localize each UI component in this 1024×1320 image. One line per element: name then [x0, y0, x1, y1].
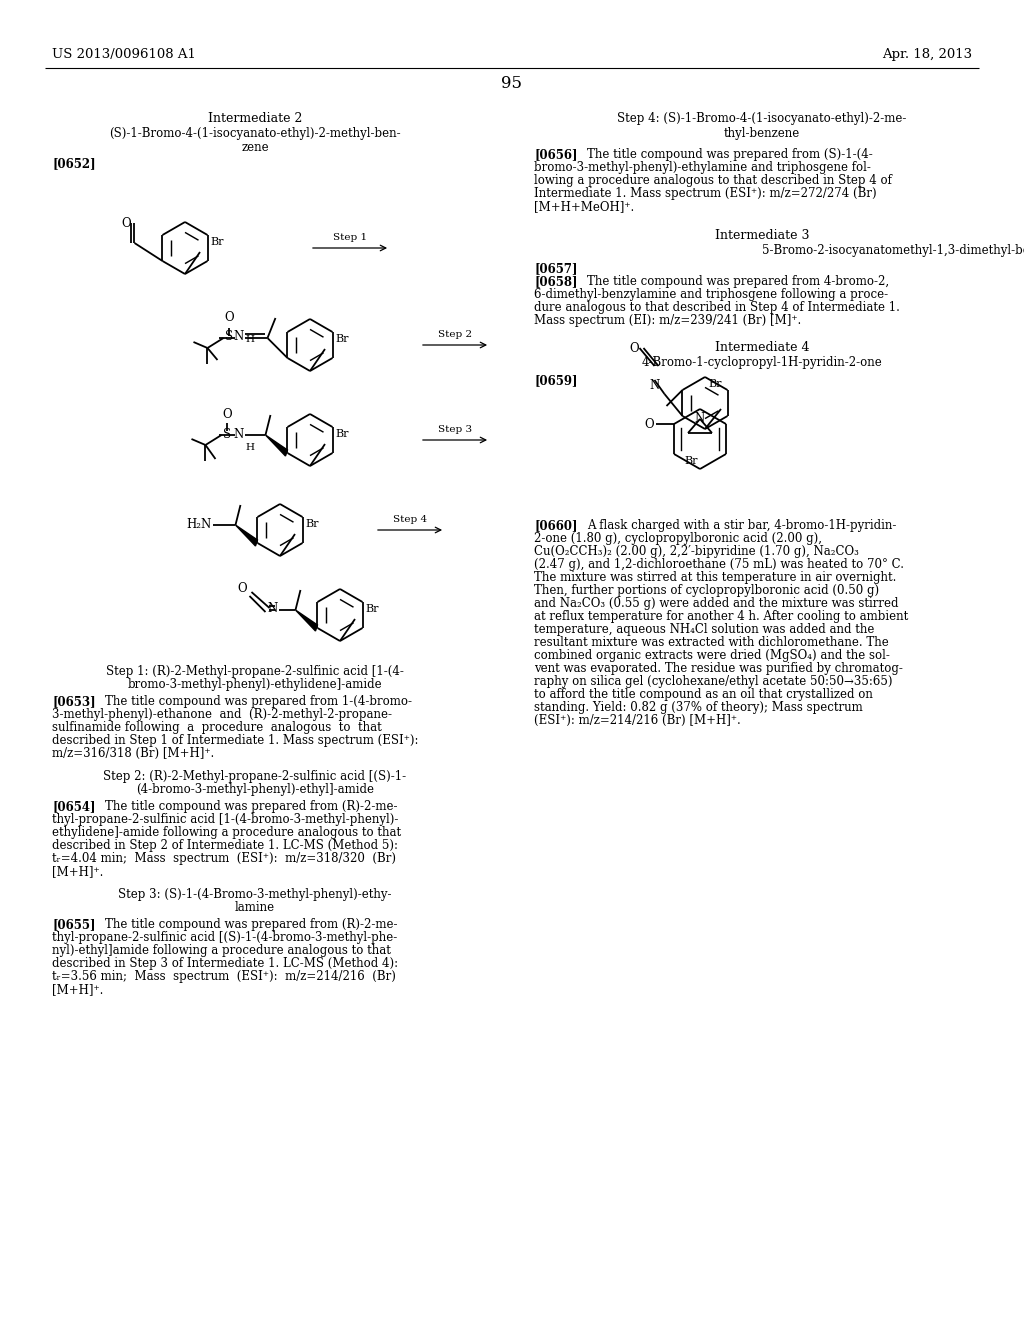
Text: Step 3: Step 3: [438, 425, 472, 434]
Text: Br: Br: [366, 605, 379, 614]
Text: to afford the title compound as an oil that crystallized on: to afford the title compound as an oil t…: [534, 688, 872, 701]
Text: resultant mixture was extracted with dichloromethane. The: resultant mixture was extracted with dic…: [534, 636, 889, 649]
Text: thyl-benzene: thyl-benzene: [724, 127, 800, 140]
Text: Step 1: Step 1: [333, 234, 367, 242]
Text: [M+H+MeOH]⁺.: [M+H+MeOH]⁺.: [534, 201, 634, 213]
Text: Br: Br: [305, 519, 319, 529]
Text: Br: Br: [211, 238, 224, 247]
Text: Then, further portions of cyclopropylboronic acid (0.50 g): Then, further portions of cyclopropylbor…: [534, 583, 880, 597]
Text: A flask charged with a stir bar, 4-bromo-1H-pyridin-: A flask charged with a stir bar, 4-bromo…: [587, 519, 896, 532]
Text: [0655]: [0655]: [52, 917, 95, 931]
Text: The title compound was prepared from 1-(4-bromo-: The title compound was prepared from 1-(…: [105, 696, 412, 708]
Text: 6-dimethyl-benzylamine and triphosgene following a proce-: 6-dimethyl-benzylamine and triphosgene f…: [534, 288, 888, 301]
Text: bromo-3-methyl-phenyl)-ethylidene]-amide: bromo-3-methyl-phenyl)-ethylidene]-amide: [128, 678, 382, 690]
Text: Step 4: Step 4: [393, 515, 427, 524]
Text: Intermediate 1. Mass spectrum (ESI⁺): m/z=272/274 (Br): Intermediate 1. Mass spectrum (ESI⁺): m/…: [534, 187, 877, 201]
Text: 5-Bromo-2-isocyanatomethyl-1,3-dimethyl-benzene: 5-Bromo-2-isocyanatomethyl-1,3-dimethyl-…: [762, 244, 1024, 257]
Polygon shape: [265, 436, 288, 455]
Text: described in Step 2 of Intermediate 1. LC-MS (Method 5):: described in Step 2 of Intermediate 1. L…: [52, 840, 398, 851]
Text: described in Step 1 of Intermediate 1. Mass spectrum (ESI⁺):: described in Step 1 of Intermediate 1. M…: [52, 734, 419, 747]
Text: raphy on silica gel (cyclohexane/ethyl acetate 50:50→35:65): raphy on silica gel (cyclohexane/ethyl a…: [534, 675, 893, 688]
Text: Cu(O₂CCH₃)₂ (2.00 g), 2,2′-bipyridine (1.70 g), Na₂CO₃: Cu(O₂CCH₃)₂ (2.00 g), 2,2′-bipyridine (1…: [534, 545, 859, 558]
Text: [0656]: [0656]: [534, 148, 578, 161]
Text: [0657]: [0657]: [534, 261, 578, 275]
Text: combined organic extracts were dried (MgSO₄) and the sol-: combined organic extracts were dried (Mg…: [534, 649, 890, 663]
Text: tᵣ=4.04 min;  Mass  spectrum  (ESI⁺):  m/z=318/320  (Br): tᵣ=4.04 min; Mass spectrum (ESI⁺): m/z=3…: [52, 851, 396, 865]
Text: Step 1: (R)-2-Methyl-propane-2-sulfinic acid [1-(4-: Step 1: (R)-2-Methyl-propane-2-sulfinic …: [106, 665, 403, 678]
Text: nyl)-ethyl]amide following a procedure analogous to that: nyl)-ethyl]amide following a procedure a…: [52, 944, 391, 957]
Text: N: N: [695, 412, 706, 425]
Text: O: O: [224, 312, 234, 323]
Text: N: N: [267, 602, 278, 615]
Text: N: N: [233, 428, 244, 441]
Text: Step 4: (S)-1-Bromo-4-(1-isocyanato-ethyl)-2-me-: Step 4: (S)-1-Bromo-4-(1-isocyanato-ethy…: [617, 112, 906, 125]
Text: The title compound was prepared from (R)-2-me-: The title compound was prepared from (R)…: [105, 800, 397, 813]
Text: Br: Br: [336, 429, 349, 440]
Text: Br: Br: [336, 334, 349, 345]
Text: Intermediate 2: Intermediate 2: [208, 112, 302, 125]
Text: (ESI⁺): m/z=214/216 (Br) [M+H]⁺.: (ESI⁺): m/z=214/216 (Br) [M+H]⁺.: [534, 714, 740, 727]
Text: [M+H]⁺.: [M+H]⁺.: [52, 983, 103, 997]
Text: N: N: [233, 330, 244, 342]
Text: 4-Bromo-1-cyclopropyl-1H-pyridin-2-one: 4-Bromo-1-cyclopropyl-1H-pyridin-2-one: [642, 356, 883, 370]
Text: O: O: [122, 216, 131, 230]
Text: The title compound was prepared from (R)-2-me-: The title compound was prepared from (R)…: [105, 917, 397, 931]
Text: sulfinamide following  a  procedure  analogous  to  that: sulfinamide following a procedure analog…: [52, 721, 382, 734]
Text: Br: Br: [708, 379, 722, 389]
Text: zene: zene: [242, 141, 269, 154]
Text: described in Step 3 of Intermediate 1. LC-MS (Method 4):: described in Step 3 of Intermediate 1. L…: [52, 957, 398, 970]
Text: lamine: lamine: [234, 902, 275, 913]
Text: The mixture was stirred at this temperature in air overnight.: The mixture was stirred at this temperat…: [534, 572, 896, 583]
Text: The title compound was prepared from (S)-1-(4-: The title compound was prepared from (S)…: [587, 148, 872, 161]
Text: H: H: [245, 444, 254, 451]
Polygon shape: [296, 610, 317, 631]
Text: 3-methyl-phenyl)-ethanone  and  (R)-2-methyl-2-propane-: 3-methyl-phenyl)-ethanone and (R)-2-meth…: [52, 708, 392, 721]
Text: [0654]: [0654]: [52, 800, 95, 813]
Text: H: H: [245, 335, 254, 345]
Text: thyl-propane-2-sulfinic acid [(S)-1-(4-bromo-3-methyl-phe-: thyl-propane-2-sulfinic acid [(S)-1-(4-b…: [52, 931, 397, 944]
Text: The title compound was prepared from 4-bromo-2,: The title compound was prepared from 4-b…: [587, 275, 889, 288]
Text: O: O: [630, 342, 639, 355]
Text: vent was evaporated. The residue was purified by chromatog-: vent was evaporated. The residue was pur…: [534, 663, 903, 675]
Text: [0653]: [0653]: [52, 696, 95, 708]
Text: ethylidene]-amide following a procedure analogous to that: ethylidene]-amide following a procedure …: [52, 826, 401, 840]
Text: temperature, aqueous NH₄Cl solution was added and the: temperature, aqueous NH₄Cl solution was …: [534, 623, 874, 636]
Text: 95: 95: [502, 75, 522, 92]
Text: bromo-3-methyl-phenyl)-ethylamine and triphosgene fol-: bromo-3-methyl-phenyl)-ethylamine and tr…: [534, 161, 870, 174]
Text: O: O: [222, 408, 232, 421]
Text: H₂N: H₂N: [186, 517, 212, 531]
Text: (S)-1-Bromo-4-(1-isocyanato-ethyl)-2-methyl-ben-: (S)-1-Bromo-4-(1-isocyanato-ethyl)-2-met…: [110, 127, 400, 140]
Text: Br: Br: [684, 455, 698, 466]
Text: dure analogous to that described in Step 4 of Intermediate 1.: dure analogous to that described in Step…: [534, 301, 900, 314]
Text: US 2013/0096108 A1: US 2013/0096108 A1: [52, 48, 196, 61]
Text: (4-bromo-3-methyl-phenyl)-ethyl]-amide: (4-bromo-3-methyl-phenyl)-ethyl]-amide: [136, 783, 374, 796]
Text: [M+H]⁺.: [M+H]⁺.: [52, 865, 103, 878]
Text: lowing a procedure analogous to that described in Step 4 of: lowing a procedure analogous to that des…: [534, 174, 892, 187]
Text: Intermediate 4: Intermediate 4: [715, 341, 809, 354]
Text: thyl-propane-2-sulfinic acid [1-(4-bromo-3-methyl-phenyl)-: thyl-propane-2-sulfinic acid [1-(4-bromo…: [52, 813, 398, 826]
Text: m/z=316/318 (Br) [M+H]⁺.: m/z=316/318 (Br) [M+H]⁺.: [52, 747, 214, 760]
Text: 2-one (1.80 g), cyclopropylboronic acid (2.00 g),: 2-one (1.80 g), cyclopropylboronic acid …: [534, 532, 822, 545]
Text: Apr. 18, 2013: Apr. 18, 2013: [882, 48, 972, 61]
Text: Intermediate 3: Intermediate 3: [715, 228, 809, 242]
Text: O: O: [238, 582, 248, 594]
Text: at reflux temperature for another 4 h. After cooling to ambient: at reflux temperature for another 4 h. A…: [534, 610, 908, 623]
Text: Step 2: (R)-2-Methyl-propane-2-sulfinic acid [(S)-1-: Step 2: (R)-2-Methyl-propane-2-sulfinic …: [103, 770, 407, 783]
Text: Step 2: Step 2: [438, 330, 472, 339]
Text: [0658]: [0658]: [534, 275, 578, 288]
Text: N: N: [649, 379, 659, 392]
Text: [0659]: [0659]: [534, 374, 578, 387]
Text: S: S: [223, 428, 231, 441]
Text: [0652]: [0652]: [52, 157, 95, 170]
Text: Mass spectrum (EI): m/z=239/241 (Br) [M]⁺.: Mass spectrum (EI): m/z=239/241 (Br) [M]…: [534, 314, 801, 327]
Polygon shape: [236, 525, 257, 546]
Text: standing. Yield: 0.82 g (37% of theory); Mass spectrum: standing. Yield: 0.82 g (37% of theory);…: [534, 701, 863, 714]
Text: (2.47 g), and 1,2-dichloroethane (75 mL) was heated to 70° C.: (2.47 g), and 1,2-dichloroethane (75 mL)…: [534, 558, 904, 572]
Text: O: O: [644, 418, 654, 432]
Text: tᵣ=3.56 min;  Mass  spectrum  (ESI⁺):  m/z=214/216  (Br): tᵣ=3.56 min; Mass spectrum (ESI⁺): m/z=2…: [52, 970, 396, 983]
Text: S: S: [225, 330, 233, 342]
Text: Step 3: (S)-1-(4-Bromo-3-methyl-phenyl)-ethy-: Step 3: (S)-1-(4-Bromo-3-methyl-phenyl)-…: [118, 888, 392, 902]
Text: and Na₂CO₃ (0.55 g) were added and the mixture was stirred: and Na₂CO₃ (0.55 g) were added and the m…: [534, 597, 898, 610]
Text: [0660]: [0660]: [534, 519, 578, 532]
